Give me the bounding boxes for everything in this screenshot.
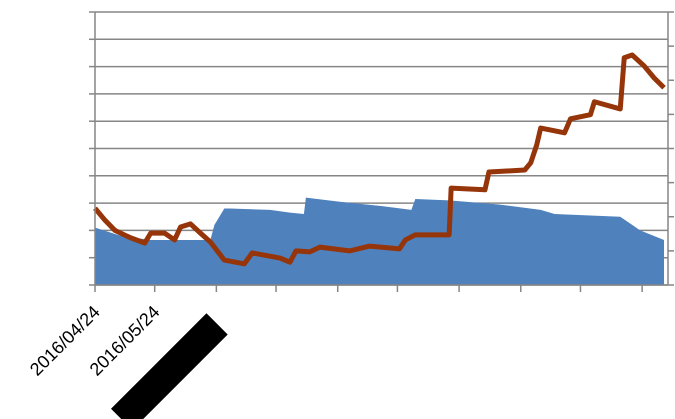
line	[93, 52, 666, 267]
redaction	[111, 313, 228, 419]
area	[95, 197, 665, 285]
